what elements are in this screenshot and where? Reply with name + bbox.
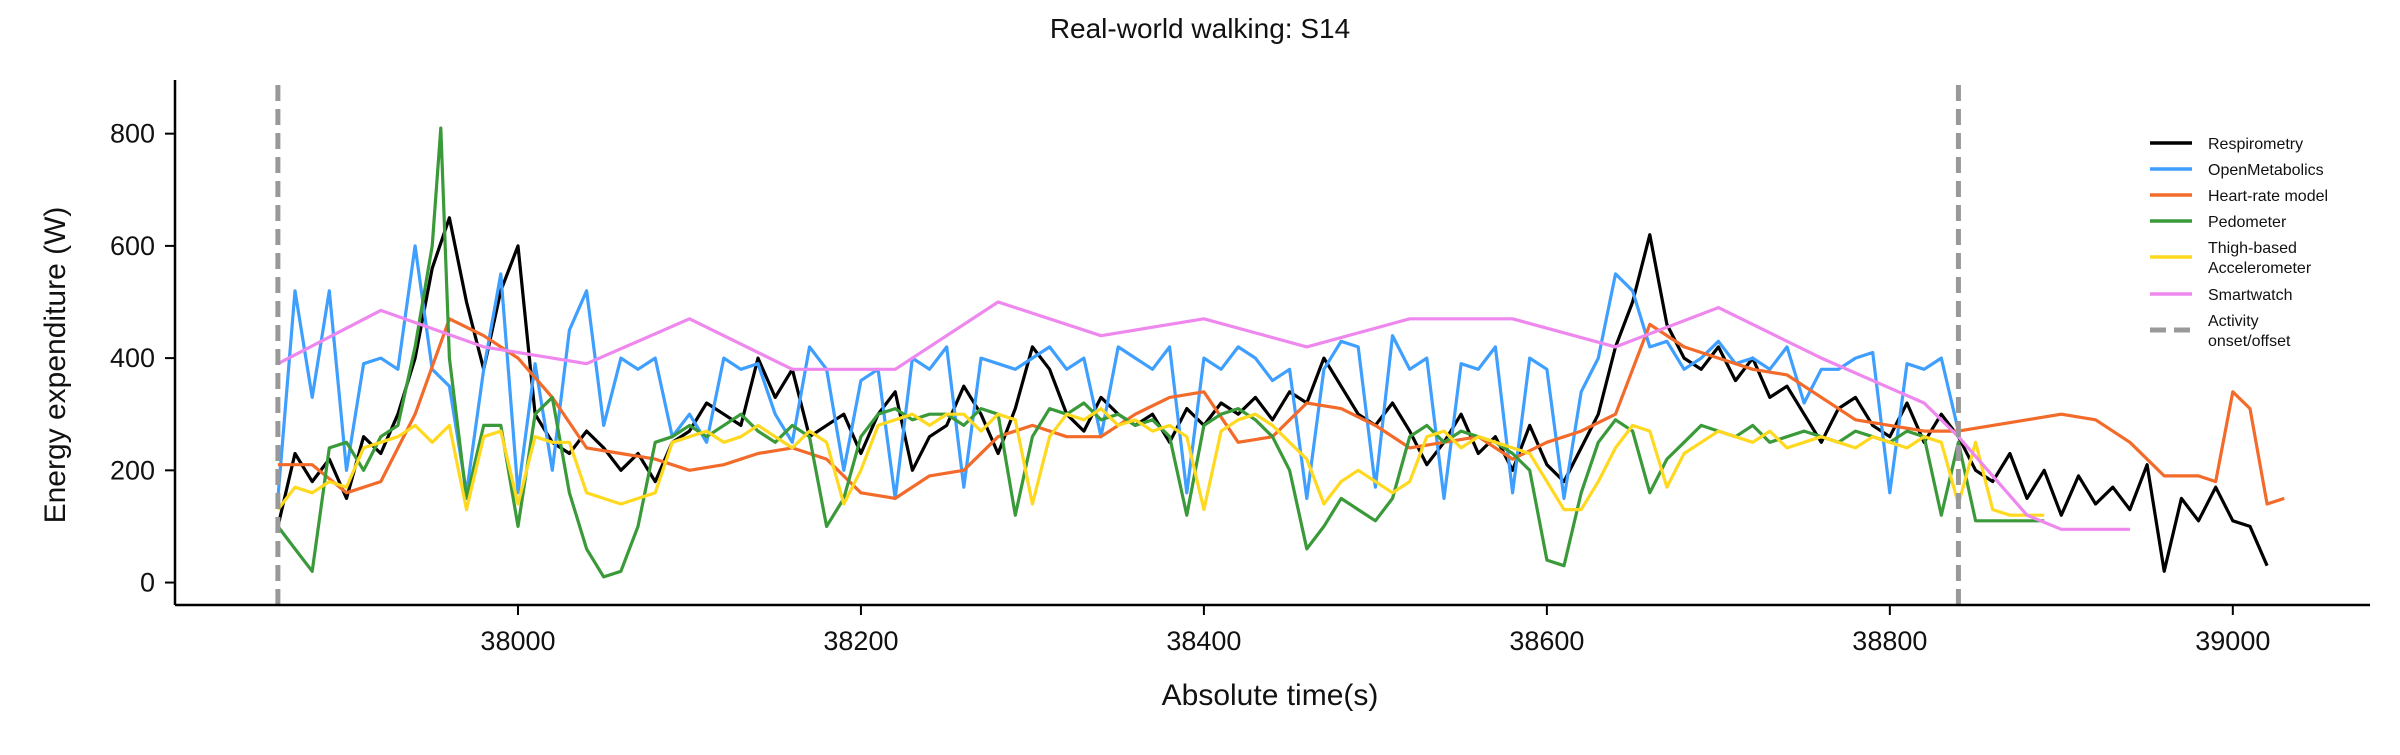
legend-label: Thigh-based	[2208, 240, 2297, 257]
y-tick-label: 600	[110, 231, 155, 261]
x-tick-label: 38200	[823, 626, 898, 656]
legend-label: Heart-rate model	[2208, 188, 2328, 205]
x-axis: 38000 38200 38400 38600 38800 39000	[175, 605, 2370, 656]
y-tick-label: 200	[110, 455, 155, 485]
legend-label: Accelerometer	[2208, 260, 2312, 277]
legend-label: Pedometer	[2208, 214, 2287, 231]
x-tick-label: 38000	[480, 626, 555, 656]
y-tick-label: 0	[140, 568, 155, 598]
x-tick-label: 38800	[1852, 626, 1927, 656]
x-axis-label: Absolute time(s)	[1162, 679, 1379, 712]
y-axis-label: Energy expenditure (W)	[39, 207, 72, 524]
legend-label: Respirometry	[2208, 136, 2303, 153]
legend-label: Activity	[2208, 313, 2259, 330]
x-tick-label: 38600	[1509, 626, 1584, 656]
series-line-pedometer	[278, 128, 2044, 577]
y-axis: 0 200 400 600 800	[110, 80, 175, 605]
legend-label: OpenMetabolics	[2208, 162, 2324, 179]
chart-title: Real-world walking: S14	[1050, 13, 1350, 44]
y-tick-label: 400	[110, 343, 155, 373]
legend-label: onset/offset	[2208, 333, 2291, 350]
x-tick-label: 38400	[1166, 626, 1241, 656]
x-tick-label: 39000	[2195, 626, 2270, 656]
legend: Respirometry OpenMetabolics Heart-rate mod…	[2150, 136, 2328, 350]
y-tick-label: 800	[110, 119, 155, 149]
legend-label: Smartwatch	[2208, 287, 2292, 304]
plot-area	[278, 85, 2284, 605]
